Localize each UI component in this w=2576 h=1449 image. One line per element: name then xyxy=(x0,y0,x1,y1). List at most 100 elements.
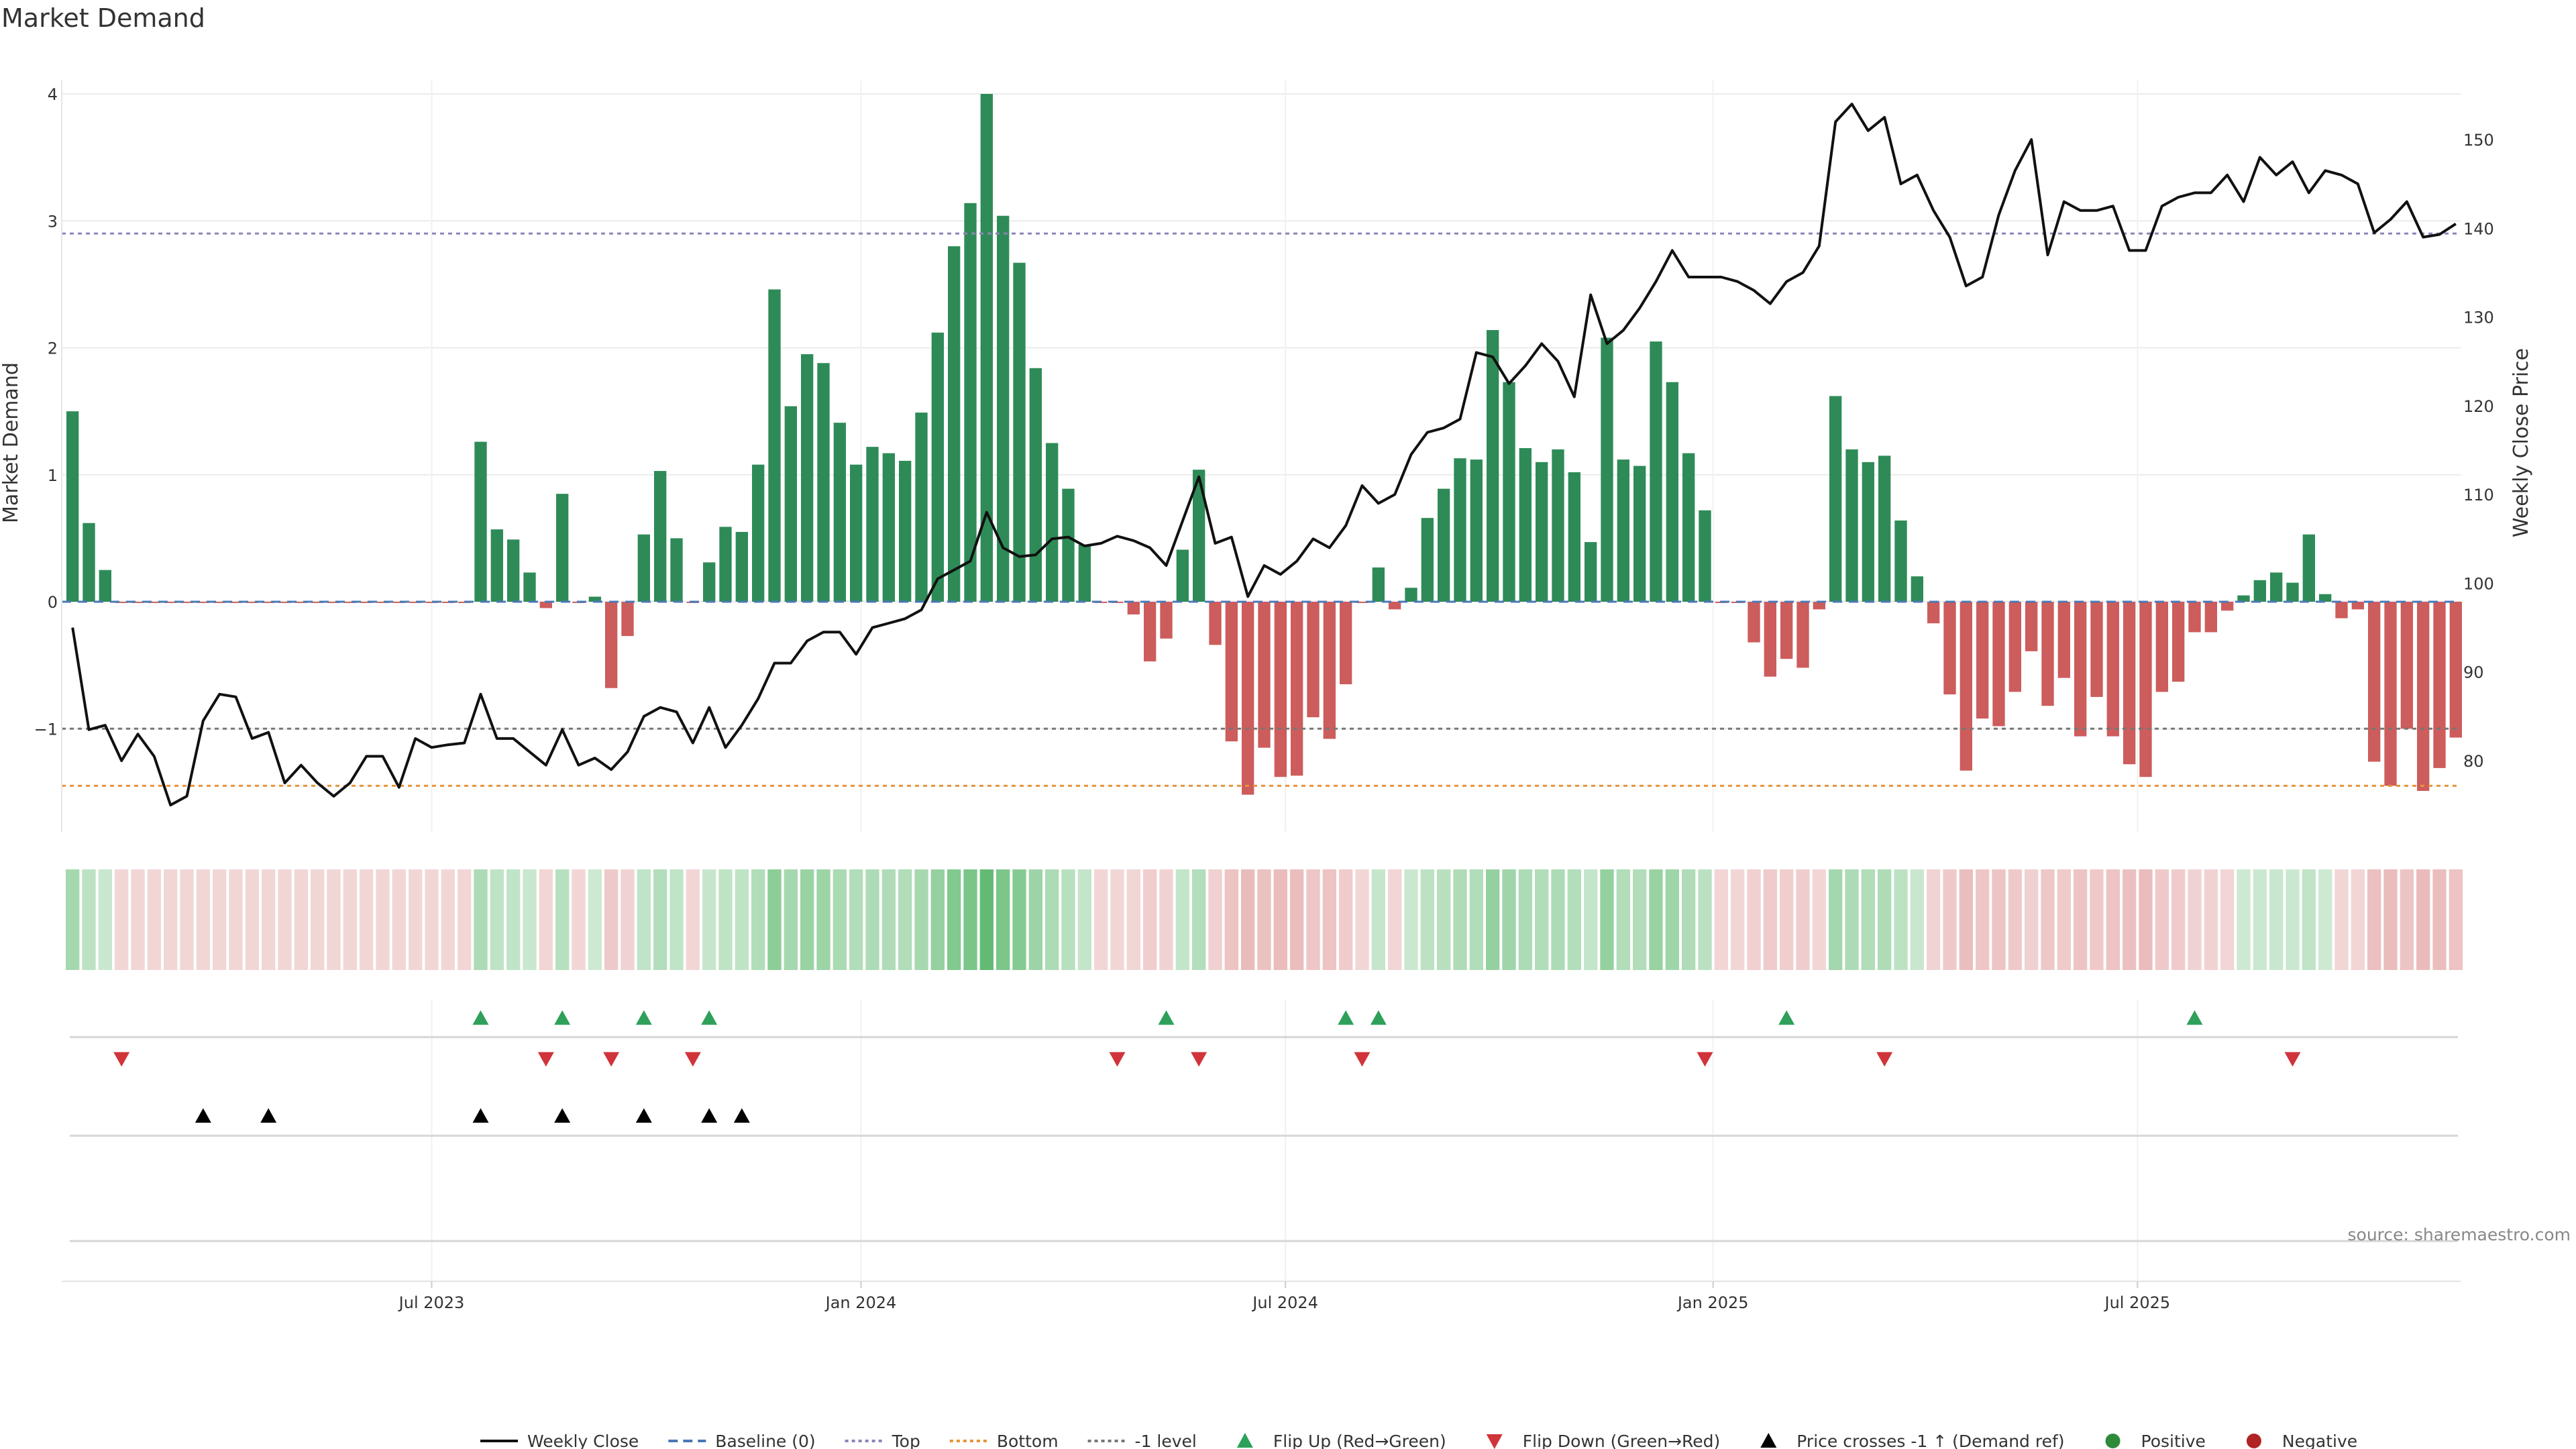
legend-label: Baseline (0) xyxy=(715,1432,815,1449)
legend-swatch-triangle-up xyxy=(1760,1433,1777,1448)
demand-bar xyxy=(376,602,389,603)
heat-cell xyxy=(2171,869,2186,970)
demand-bar xyxy=(1291,602,1303,776)
heat-cell xyxy=(147,869,161,970)
legend-item: Negative xyxy=(2246,1432,2357,1449)
price-cross-marker xyxy=(635,1108,652,1123)
y2-tick-label: 120 xyxy=(2463,397,2494,416)
heat-cell xyxy=(1469,869,1483,970)
demand-bar xyxy=(1813,602,1825,610)
heat-cell xyxy=(2253,869,2267,970)
demand-bar xyxy=(1796,602,1809,668)
price-cross-marker xyxy=(195,1108,211,1123)
heat-cell xyxy=(1763,869,1777,970)
demand-bar xyxy=(1340,602,1352,685)
heat-cell xyxy=(2416,869,2430,970)
demand-bar xyxy=(1176,549,1189,602)
heat-cell xyxy=(1224,869,1238,970)
heat-cell xyxy=(702,869,716,970)
heat-cell xyxy=(376,869,390,970)
heat-cell xyxy=(2237,869,2251,970)
demand-bar xyxy=(637,534,650,602)
heat-cell xyxy=(849,869,863,970)
heat-cell xyxy=(1077,869,1091,970)
demand-bar xyxy=(866,447,879,602)
demand-bar xyxy=(1013,262,1026,602)
heat-cell xyxy=(2334,869,2349,970)
demand-bar xyxy=(2074,602,2087,737)
heat-cell xyxy=(539,869,553,970)
demand-bar xyxy=(392,602,405,603)
demand-bar xyxy=(1552,449,1564,602)
legend-swatch-circle xyxy=(2246,1434,2261,1448)
demand-bar xyxy=(2400,602,2413,729)
heat-cell xyxy=(1012,869,1026,970)
heat-cell xyxy=(2432,869,2447,970)
heat-cell xyxy=(1992,869,2006,970)
demand-bar xyxy=(833,423,846,602)
heat-cell xyxy=(930,869,945,970)
demand-bar xyxy=(2286,582,2299,602)
heat-cell xyxy=(2074,869,2088,970)
flip-up-marker xyxy=(1370,1010,1387,1025)
heat-cell xyxy=(1306,869,1320,970)
demand-bar xyxy=(425,602,438,603)
heat-cell xyxy=(1045,869,1059,970)
demand-bar xyxy=(2139,602,2152,777)
legend-label: -1 level xyxy=(1135,1432,1197,1449)
demand-bar xyxy=(817,363,830,602)
demand-bar xyxy=(115,602,128,603)
price-cross-marker xyxy=(554,1108,571,1123)
heat-cell xyxy=(751,869,765,970)
demand-bar xyxy=(1862,462,1874,602)
demand-bar xyxy=(850,464,863,602)
demand-bar xyxy=(441,602,454,603)
weekly-close-line xyxy=(71,103,2457,807)
demand-bar xyxy=(507,539,520,602)
demand-bar xyxy=(1258,602,1271,748)
heat-cell xyxy=(1665,869,1679,970)
heat-cell xyxy=(98,869,112,970)
y2-tick-label: 150 xyxy=(2463,131,2494,150)
demand-bar xyxy=(1927,602,1940,624)
heat-cell xyxy=(1551,869,1565,970)
heat-cell xyxy=(1845,869,1859,970)
flip-down-marker xyxy=(1697,1052,1713,1067)
demand-bar xyxy=(1699,510,1711,602)
heat-cell xyxy=(327,869,341,970)
demand-bar xyxy=(1438,488,1450,602)
x-tick-label: Jan 2025 xyxy=(1676,1293,1749,1312)
heat-cell xyxy=(1208,869,1222,970)
demand-bar xyxy=(1307,602,1320,718)
demand-bar xyxy=(1503,382,1515,602)
flip-down-marker xyxy=(1876,1052,1893,1067)
flip-down-marker xyxy=(1354,1052,1371,1067)
x-tick-label: Jan 2024 xyxy=(824,1293,897,1312)
heat-cell xyxy=(2367,869,2381,970)
heat-cell xyxy=(2188,869,2202,970)
y2-tick-label: 140 xyxy=(2463,219,2494,238)
heat-cell xyxy=(555,869,570,970)
y-axis-title: Market Demand xyxy=(0,362,23,523)
legend-label: Top xyxy=(892,1432,920,1449)
demand-bar xyxy=(1633,466,1646,602)
heat-cell xyxy=(963,869,977,970)
demand-bar xyxy=(2433,602,2446,768)
heat-cell xyxy=(1633,869,1647,970)
demand-bar xyxy=(2025,602,2038,651)
flip-up-marker xyxy=(554,1010,571,1025)
legend-label: Price crosses -1 ↑ (Demand ref) xyxy=(1796,1432,2064,1449)
heat-cell xyxy=(604,869,619,970)
demand-bar xyxy=(997,215,1010,602)
heat-cell xyxy=(1878,869,1892,970)
flip-down-marker xyxy=(1109,1052,1126,1067)
legend-swatch-triangle-down xyxy=(1486,1434,1503,1449)
heat-cell xyxy=(2041,869,2055,970)
demand-bar xyxy=(1845,449,1858,602)
heat-cell xyxy=(1322,869,1336,970)
flip-down-marker xyxy=(2284,1052,2301,1067)
demand-bar xyxy=(409,602,422,603)
demand-bar xyxy=(1894,520,1907,602)
demand-bar xyxy=(2351,602,2364,610)
y2-tick-label: 130 xyxy=(2463,309,2494,327)
